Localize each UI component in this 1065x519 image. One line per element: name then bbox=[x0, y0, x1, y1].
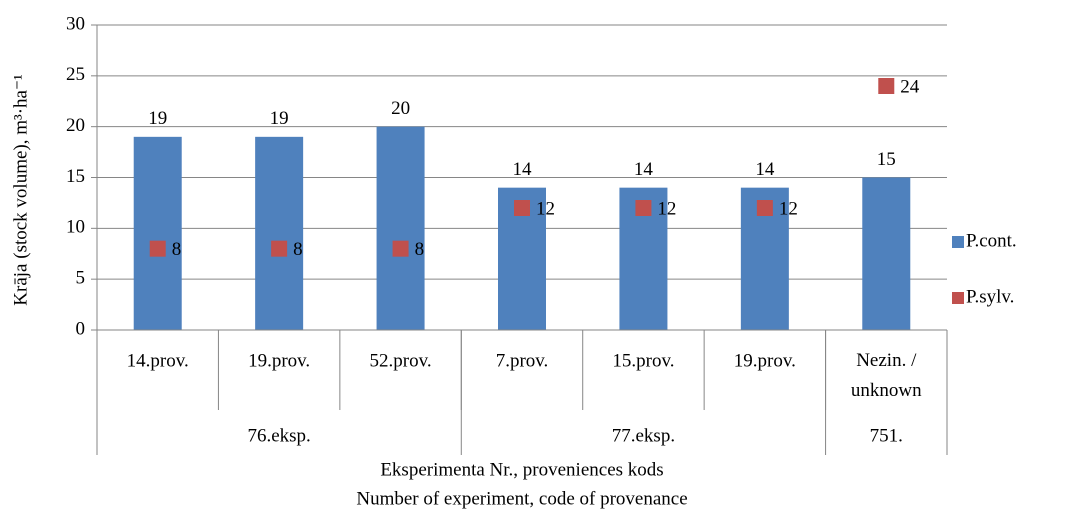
marker bbox=[635, 200, 652, 216]
data-label: 8 bbox=[415, 239, 425, 260]
bar bbox=[255, 136, 304, 330]
bar bbox=[133, 136, 182, 330]
legend-swatch bbox=[952, 236, 964, 248]
data-label: 14 bbox=[755, 159, 775, 180]
group-label: 751. bbox=[870, 425, 903, 446]
y-tick-label: 10 bbox=[66, 217, 85, 238]
y-tick-label: 0 bbox=[76, 318, 86, 339]
marker bbox=[514, 200, 530, 216]
data-label: 12 bbox=[657, 198, 676, 219]
data-label: 12 bbox=[779, 198, 798, 219]
y-axis-title: Krāja (stock volume), m³·ha⁻¹ bbox=[10, 74, 31, 306]
x-tick-label: 7.prov. bbox=[496, 350, 549, 371]
bar bbox=[376, 126, 425, 331]
bar bbox=[862, 177, 911, 330]
marker bbox=[149, 240, 166, 257]
legend-label: P.cont. bbox=[966, 230, 1017, 251]
y-tick-label: 30 bbox=[66, 13, 85, 34]
y-tick-label: 5 bbox=[76, 268, 86, 289]
x-tick-label: 19.prov. bbox=[248, 350, 310, 371]
data-label: 20 bbox=[391, 98, 410, 119]
marker bbox=[271, 240, 288, 257]
marker bbox=[878, 78, 895, 94]
data-label: 14 bbox=[634, 159, 654, 180]
group-label: 76.eksp. bbox=[247, 425, 310, 446]
x-tick-label: Nezin. / unknown bbox=[851, 350, 922, 401]
data-label: 19 bbox=[148, 108, 167, 129]
y-tick-label: 15 bbox=[66, 166, 85, 187]
data-label: 12 bbox=[536, 198, 555, 219]
legend-swatch bbox=[952, 292, 964, 304]
data-label: 15 bbox=[877, 149, 896, 170]
data-label: 8 bbox=[293, 239, 303, 260]
legend-label: P.sylv. bbox=[966, 286, 1014, 307]
x-axis-title: Eksperimenta Nr., proveniences kods bbox=[380, 459, 663, 480]
data-label: 24 bbox=[900, 76, 920, 97]
x-tick-label: 14.prov. bbox=[127, 350, 189, 371]
y-tick-label: 20 bbox=[66, 115, 85, 136]
x-tick-label: 52.prov. bbox=[370, 350, 432, 371]
group-label: 77.eksp. bbox=[612, 425, 675, 446]
marker bbox=[756, 200, 773, 216]
data-label: 8 bbox=[172, 239, 182, 260]
x-axis-title: Number of experiment, code of provenance bbox=[356, 488, 687, 509]
x-tick-label: 15.prov. bbox=[612, 350, 674, 371]
data-label: 14 bbox=[513, 159, 533, 180]
data-label: 19 bbox=[270, 108, 289, 129]
marker bbox=[392, 240, 409, 257]
y-tick-label: 25 bbox=[66, 64, 85, 85]
x-tick-label: 19.prov. bbox=[734, 350, 796, 371]
